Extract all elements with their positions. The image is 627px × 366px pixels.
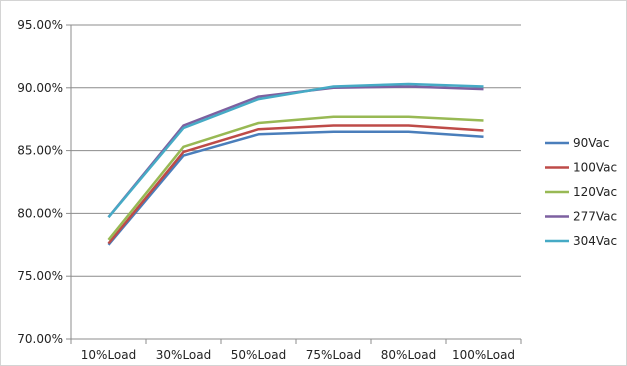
x-tick-label: 75%Load [306, 348, 361, 362]
legend-label: 90Vac [573, 136, 610, 150]
x-tick-label: 50%Load [231, 348, 286, 362]
y-tick-label: 85.00% [17, 144, 63, 158]
y-tick-label: 80.00% [17, 206, 63, 220]
series-line-120Vac [107, 115, 484, 241]
grid-lines [71, 24, 521, 277]
x-tick-label: 80%Load [381, 348, 436, 362]
legend: 90Vac 100Vac 120Vac 277Vac 304Vac [545, 136, 617, 248]
axes [66, 24, 522, 344]
y-tick-labels: 70.00% 75.00% 80.00% 85.00% 90.00% 95.00% [17, 18, 63, 346]
x-tick-label: 10%Load [81, 348, 136, 362]
y-tick-label: 75.00% [17, 269, 63, 283]
legend-label: 120Vac [573, 185, 617, 199]
y-tick-label: 95.00% [17, 18, 63, 32]
legend-label: 277Vac [573, 210, 617, 224]
x-tick-labels: 10%Load 30%Load 50%Load 75%Load 80%Load 100%L… [81, 348, 515, 362]
legend-label: 304Vac [573, 234, 617, 248]
x-tick-label: 30%Load [156, 348, 211, 362]
y-tick-label: 90.00% [17, 81, 63, 95]
series-line-90Vac [107, 130, 484, 246]
series-line-304Vac [107, 82, 484, 219]
legend-label: 100Vac [573, 161, 617, 175]
series-line-100Vac [107, 124, 484, 245]
series-lines [107, 82, 484, 246]
y-tick-label: 70.00% [17, 332, 63, 346]
x-tick-label: 100%Load [452, 348, 515, 362]
